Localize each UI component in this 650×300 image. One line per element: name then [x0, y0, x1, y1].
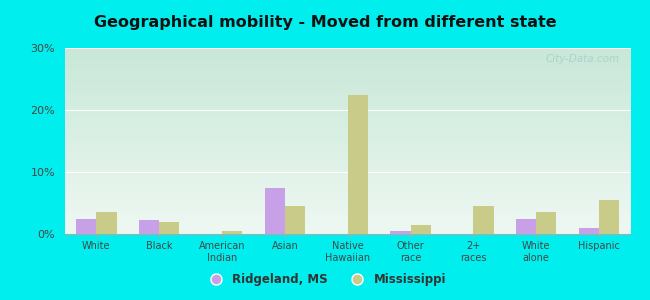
- Bar: [599, 200, 619, 234]
- Bar: [285, 206, 305, 234]
- Bar: [391, 231, 411, 234]
- Bar: [159, 222, 179, 234]
- Bar: [579, 228, 599, 234]
- Bar: [76, 218, 96, 234]
- Text: Geographical mobility - Moved from different state: Geographical mobility - Moved from diffe…: [94, 15, 556, 30]
- Bar: [222, 231, 242, 234]
- Text: City-Data.com: City-Data.com: [545, 54, 619, 64]
- Bar: [516, 218, 536, 234]
- Bar: [411, 225, 431, 234]
- Bar: [139, 220, 159, 234]
- Bar: [348, 94, 368, 234]
- Legend: Ridgeland, MS, Mississippi: Ridgeland, MS, Mississippi: [199, 269, 451, 291]
- Bar: [473, 206, 493, 234]
- Bar: [265, 188, 285, 234]
- Bar: [536, 212, 556, 234]
- Bar: [96, 212, 116, 234]
